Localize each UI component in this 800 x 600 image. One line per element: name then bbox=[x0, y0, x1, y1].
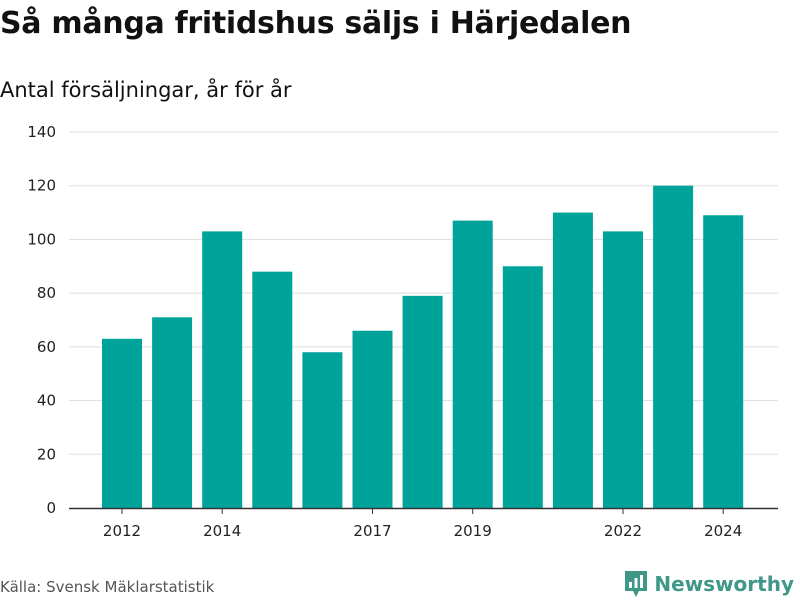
bar-2012 bbox=[102, 338, 142, 508]
y-tick-label: 20 bbox=[37, 445, 56, 463]
bar-2023 bbox=[653, 185, 694, 508]
x-tick-label: 2017 bbox=[353, 522, 391, 540]
bar-2020 bbox=[502, 266, 543, 508]
x-tick-label: 2012 bbox=[103, 522, 141, 540]
bar-2015 bbox=[252, 271, 293, 508]
y-tick-label: 40 bbox=[37, 392, 56, 410]
bar-2018 bbox=[402, 295, 443, 508]
y-tick-label: 140 bbox=[27, 123, 56, 141]
bar-2021 bbox=[552, 212, 593, 509]
newsworthy-brand: Newsworthy bbox=[624, 570, 794, 598]
source-note: Källa: Svensk Mäklarstatistik bbox=[0, 578, 215, 596]
y-tick-label: 120 bbox=[27, 177, 56, 195]
y-tick-label: 60 bbox=[37, 338, 56, 356]
bar-2019 bbox=[452, 220, 493, 508]
bar-2022 bbox=[603, 231, 643, 508]
chart-subtitle: Antal försäljningar, år för år bbox=[0, 78, 292, 102]
y-tick-label: 80 bbox=[37, 284, 56, 302]
y-tick-label: 0 bbox=[46, 499, 56, 517]
bar-chart: 0 20 40 60 80 100 120 140 2012 2014 2017 2019 2022 20… bbox=[27, 123, 778, 540]
bar-2017 bbox=[352, 330, 393, 508]
x-tick-label: 2019 bbox=[454, 522, 492, 540]
x-tick-label: 2024 bbox=[704, 522, 742, 540]
y-tick-label: 100 bbox=[27, 230, 56, 248]
bar-2024 bbox=[703, 215, 744, 508]
brand-name: Newsworthy bbox=[654, 572, 794, 596]
bar-2013 bbox=[152, 317, 193, 508]
newsworthy-logo-icon bbox=[625, 571, 648, 597]
chart-title: Så många fritidshus säljs i Härjedalen bbox=[0, 6, 632, 41]
bar-2016 bbox=[302, 352, 343, 508]
x-tick-label: 2014 bbox=[203, 522, 241, 540]
x-tick-label: 2022 bbox=[604, 522, 642, 540]
bar-2014 bbox=[202, 231, 243, 508]
